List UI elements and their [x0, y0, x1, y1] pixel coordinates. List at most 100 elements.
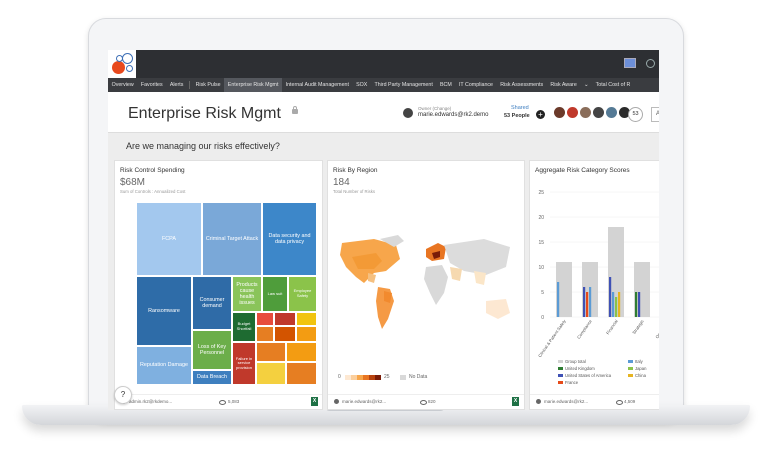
treemap-cell-small[interactable]	[296, 326, 317, 342]
owner-label[interactable]: Owner (Change)	[418, 106, 452, 111]
shared-label[interactable]: Shared	[511, 105, 529, 111]
card-title: Risk By Region	[333, 167, 378, 174]
treemap-cell[interactable]: Data Breach	[192, 370, 232, 385]
nav-third-party[interactable]: Third Party Management	[374, 82, 433, 88]
card-risk-by-region[interactable]: Risk By Region 184 Total Number of Risks…	[327, 160, 525, 410]
nav-internal-audit[interactable]: Internal Audit Management	[285, 82, 349, 88]
treemap-cell[interactable]: Law suit	[262, 276, 288, 312]
bar	[557, 282, 560, 317]
treemap-cell[interactable]: Products cause health issues	[232, 276, 262, 312]
footer-email: marie.edwards@rk2...	[342, 399, 387, 404]
treemap-cell[interactable]: Criminal Target Attack	[202, 202, 262, 276]
author-avatar	[334, 399, 339, 404]
world-map	[340, 235, 510, 329]
map-legend: 0 25 No Data	[338, 373, 518, 383]
owner-avatar	[403, 108, 413, 118]
nav-bcm[interactable]: BCM	[439, 82, 452, 88]
treemap-cell-small[interactable]	[274, 326, 296, 342]
chart-legend: Group total United Kingdom United States o…	[530, 357, 659, 393]
treemap-cell-small[interactable]	[256, 312, 274, 326]
excel-export-icon[interactable]: X	[311, 397, 318, 406]
lock-icon	[292, 106, 298, 114]
footer-views: 820	[428, 399, 436, 404]
legend-entry[interactable]: China	[628, 373, 646, 378]
nav-alerts[interactable]: Alerts	[169, 82, 184, 88]
author-avatar	[536, 399, 541, 404]
x-tick-label: Clinical & Patient Safety	[537, 318, 567, 357]
card-aggregate-risk-scores[interactable]: Aggregate Risk Category Scores 25 20 15 10 5…	[529, 160, 659, 410]
language-flag-icon[interactable]	[624, 58, 636, 68]
avatar-count-badge[interactable]: 53	[628, 107, 643, 122]
card-value: 184	[333, 177, 350, 188]
add-share-plus-icon[interactable]: +	[536, 110, 545, 119]
treemap-cell-small[interactable]	[286, 342, 317, 362]
card-title: Risk Control Spending	[120, 167, 185, 174]
treemap-cell-small[interactable]	[256, 342, 286, 362]
header-edge-button[interactable]: A	[651, 107, 659, 122]
treemap-cell[interactable]: Loss of Key Personnel	[192, 330, 232, 370]
legend-entry[interactable]: Italy	[628, 359, 643, 364]
nav-enterprise-risk-mgmt[interactable]: Enterprise Risk Mgmt	[224, 78, 283, 92]
card-footer: marie.edwards@rk2... 4,509	[530, 394, 659, 409]
nav-risk-assessments[interactable]: Risk Assessments	[500, 82, 544, 88]
treemap-cell[interactable]: Consumer demand	[192, 276, 232, 330]
nav-risk-aware[interactable]: Risk Aware	[550, 82, 577, 88]
views-eye-icon	[616, 400, 623, 405]
treemap-cell[interactable]: FCPA	[136, 202, 202, 276]
no-data-swatch	[400, 375, 406, 380]
bar	[609, 277, 612, 317]
nav-more-chevron-icon[interactable]: ⌄	[583, 82, 589, 88]
nav-overview[interactable]: Overview	[111, 82, 134, 88]
y-tick-label: 25	[538, 190, 544, 196]
treemap-cell-small[interactable]	[286, 362, 317, 385]
bar	[615, 297, 618, 317]
bar	[635, 292, 638, 317]
legend-entry[interactable]: United States of America	[558, 373, 611, 378]
nav-total-cost[interactable]: Total Cost of R	[595, 82, 631, 88]
laptop-base	[22, 405, 750, 425]
x-tick-label: Operational	[654, 319, 659, 340]
shared-avatars[interactable]	[554, 107, 630, 118]
treemap-cell[interactable]: Failure in service provision	[232, 342, 256, 385]
search-icon[interactable]	[646, 58, 655, 68]
bar	[612, 292, 615, 317]
treemap-cell[interactable]: Budget Shortfall	[232, 312, 256, 342]
footer-email: marie.edwards@rk2...	[544, 399, 589, 404]
treemap-cell[interactable]: Data security and data privacy	[262, 202, 317, 276]
section-question: Are we managing our risks effectively?	[126, 141, 280, 151]
card-risk-control-spending[interactable]: Risk Control Spending $68M Sum of Contro…	[114, 160, 323, 410]
app-screen: Overview Favorites Alerts Risk Pulse Ent…	[108, 50, 659, 410]
legend-entry[interactable]: Group total	[558, 359, 586, 364]
owner-email: marie.edwards@rk2.demo	[418, 112, 489, 118]
main-nav: Overview Favorites Alerts Risk Pulse Ent…	[108, 78, 659, 92]
treemap-cell[interactable]: Employee Safety	[288, 276, 317, 312]
footer-email: admin.rk2@rkdemo...	[129, 399, 173, 404]
page-header: Enterprise Risk Mgmt Owner (Change) mari…	[108, 92, 659, 133]
bar	[618, 292, 621, 317]
no-data-label: No Data	[409, 374, 428, 380]
treemap-cell[interactable]: Reputation Damage	[136, 346, 192, 385]
card-footer: marie.edwards@rk2... 820 X	[328, 394, 524, 409]
nav-risk-pulse[interactable]: Risk Pulse	[195, 82, 221, 88]
treemap-cell[interactable]: Ransomware	[136, 276, 192, 346]
nav-sox[interactable]: SOX	[356, 82, 368, 88]
nav-it-compliance[interactable]: IT Compliance	[458, 82, 494, 88]
app-logo[interactable]	[108, 50, 136, 78]
treemap-cell-small[interactable]	[296, 312, 317, 326]
card-value: $68M	[120, 177, 146, 188]
treemap-cell-small[interactable]	[256, 326, 274, 342]
treemap: FCPA Criminal Target Attack Data security …	[136, 202, 317, 385]
treemap-cell-small[interactable]	[256, 362, 286, 385]
legend-gradient	[345, 375, 381, 380]
shared-count: 53 People	[504, 113, 530, 119]
legend-entry[interactable]: Japan	[628, 366, 646, 371]
legend-entry[interactable]: France	[558, 380, 578, 385]
help-button[interactable]: ?	[114, 386, 132, 404]
legend-entry[interactable]: United Kingdom	[558, 366, 595, 371]
nav-favorites[interactable]: Favorites	[140, 82, 163, 88]
footer-views: 4,509	[624, 399, 636, 404]
y-tick-label: 10	[538, 265, 544, 271]
footer-views: 5,083	[228, 399, 240, 404]
treemap-cell-small[interactable]	[274, 312, 296, 326]
excel-export-icon[interactable]: X	[512, 397, 519, 406]
